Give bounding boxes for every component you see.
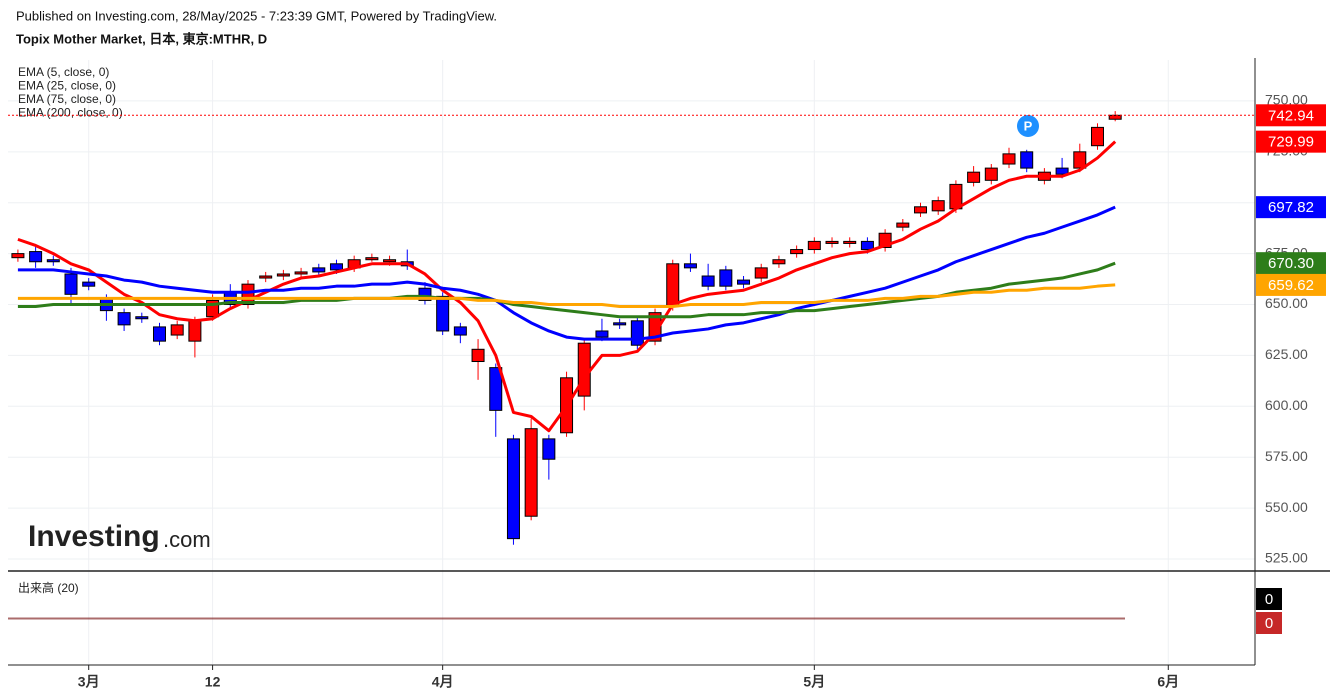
candle-body	[984, 167, 998, 181]
candle-body	[1020, 151, 1034, 169]
candle-body	[170, 324, 184, 336]
value-tag-label: 729.99	[1268, 134, 1314, 151]
volume-tag-label: 0	[1265, 615, 1273, 632]
value-tag	[1256, 130, 1326, 153]
ema-line	[17, 205, 1116, 341]
candle-body	[1055, 167, 1069, 175]
candle-body	[383, 259, 397, 263]
candle-body	[613, 322, 627, 326]
legend-entry: EMA (25, close, 0)	[18, 79, 116, 93]
candle-body	[1073, 151, 1087, 169]
candle-body	[117, 312, 131, 326]
candle-body	[294, 271, 308, 275]
symbol-title: Topix Mother Market, 日本, 東京:MTHR, D	[16, 31, 267, 46]
marker-icon[interactable]	[1017, 115, 1039, 137]
candle-body	[914, 206, 928, 214]
candle-body	[666, 263, 680, 308]
candle-body	[595, 330, 609, 338]
candle-body	[1090, 126, 1104, 147]
y-tick-label: 625.00	[1265, 346, 1308, 362]
candle-body	[931, 200, 945, 212]
candle-body	[807, 240, 821, 251]
candle-body	[772, 259, 786, 265]
candle-body	[312, 267, 326, 273]
legend-entry: EMA (200, close, 0)	[18, 106, 123, 120]
candle-body	[135, 316, 149, 320]
candle-body	[630, 320, 644, 346]
y-tick-label: 750.00	[1265, 92, 1308, 108]
value-tag-label: 659.62	[1268, 277, 1314, 294]
y-tick-label: 525.00	[1265, 550, 1308, 566]
x-tick-label: 6月	[1157, 674, 1179, 690]
x-tick-label: 12	[205, 674, 221, 690]
candle-body	[506, 438, 520, 540]
y-tick-label: 575.00	[1265, 448, 1308, 464]
value-tag	[1256, 104, 1326, 127]
candle-body	[790, 249, 804, 255]
ema-line	[17, 140, 1117, 433]
candle-body	[29, 251, 43, 263]
ema-line	[17, 283, 1116, 309]
marker-icon-letter[interactable]: P	[1024, 118, 1033, 133]
value-tag	[1256, 196, 1326, 219]
x-tick-label: 4月	[432, 674, 454, 690]
legend-entry: EMA (75, close, 0)	[18, 92, 116, 106]
value-tag-label: 670.30	[1268, 255, 1314, 272]
candle-body	[152, 326, 166, 342]
candle-body	[754, 267, 768, 279]
candle-body	[11, 253, 25, 259]
candle-body	[329, 263, 343, 271]
candle-body	[737, 279, 751, 285]
volume-tag	[1256, 612, 1282, 634]
candle-body	[524, 428, 538, 517]
candle-body	[825, 240, 839, 244]
y-tick-label: 600.00	[1265, 397, 1308, 413]
candle-body	[1108, 114, 1122, 120]
candle-body	[967, 171, 981, 183]
candle-body	[843, 240, 857, 244]
candle-body	[683, 263, 697, 269]
value-tag-label: 697.82	[1268, 199, 1314, 216]
candle-body	[82, 281, 96, 287]
candle-body	[365, 257, 379, 261]
candle-body	[701, 275, 715, 287]
candle-body	[436, 295, 450, 332]
volume-label: 出来高 (20)	[18, 580, 79, 595]
candle-body	[542, 438, 556, 460]
candle-body	[1002, 153, 1016, 165]
legend-entry: EMA (5, close, 0)	[18, 65, 109, 79]
plot-area	[8, 60, 1255, 665]
candle-body	[188, 320, 202, 342]
x-tick-label: 5月	[803, 674, 825, 690]
candle-body	[489, 367, 503, 411]
value-tag	[1256, 252, 1326, 275]
candle-body	[64, 273, 78, 295]
y-tick-label: 550.00	[1265, 499, 1308, 515]
value-tag	[1256, 273, 1326, 296]
published-note: Published on Investing.com, 28/May/2025 …	[16, 8, 497, 23]
volume-tag	[1256, 588, 1282, 610]
logo-suffix: .com	[163, 527, 211, 552]
candle-body	[46, 259, 60, 263]
volume-tag-label: 0	[1265, 591, 1273, 608]
candle-body	[860, 240, 874, 251]
candle-body	[719, 269, 733, 287]
candle-body	[577, 342, 591, 397]
value-tag-label: 742.94	[1268, 107, 1314, 124]
logo: Investing	[28, 520, 160, 553]
candle-body	[259, 275, 273, 279]
candle-body	[896, 222, 910, 228]
candle-body	[276, 273, 290, 277]
y-tick-label: 650.00	[1265, 295, 1308, 311]
x-tick-label: 3月	[78, 674, 100, 690]
candle-body	[471, 348, 485, 363]
candle-body	[453, 326, 467, 336]
